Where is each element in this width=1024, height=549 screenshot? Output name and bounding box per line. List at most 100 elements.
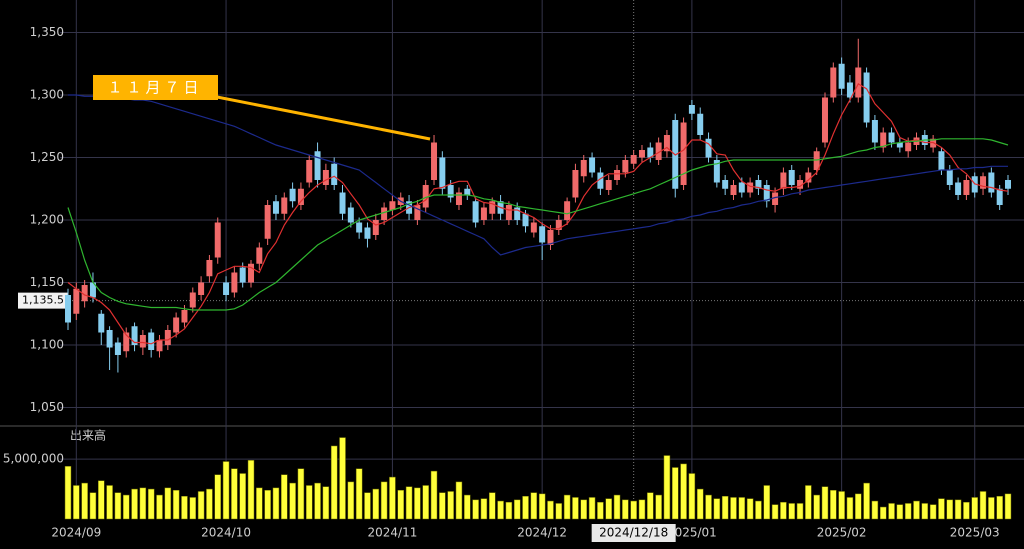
volume-bar <box>705 494 712 520</box>
volume-bar <box>422 485 429 520</box>
candle-body <box>846 82 853 98</box>
candle-body <box>647 147 654 158</box>
candle-body <box>797 180 804 189</box>
candle-body <box>1005 180 1011 189</box>
volume-bar <box>763 485 771 520</box>
candle-body <box>314 151 321 180</box>
candle-body <box>214 222 221 258</box>
candle-body <box>713 160 720 183</box>
candle-body <box>372 220 379 235</box>
volume-bar <box>89 492 97 520</box>
volume-bar <box>98 480 105 520</box>
candle-body <box>946 170 953 185</box>
volume-bar <box>879 506 887 520</box>
volume-bar <box>963 501 970 520</box>
volume-bar <box>73 485 80 520</box>
volume-bar <box>588 497 596 520</box>
candle-body <box>638 150 645 158</box>
candle-body <box>189 292 196 308</box>
volume-bar <box>297 468 305 520</box>
candle-body <box>772 192 779 205</box>
volume-bar <box>289 482 296 520</box>
volume-bar <box>780 501 787 520</box>
candle-body <box>206 260 213 277</box>
candle-body <box>289 188 296 202</box>
candle-body <box>414 205 421 220</box>
volume-bar <box>921 503 929 520</box>
candle-body <box>655 142 662 160</box>
candle-body <box>223 282 230 295</box>
x-tick-label: 2025/01 <box>667 526 717 540</box>
volume-bar <box>572 497 579 520</box>
volume-bar <box>830 490 837 520</box>
volume-bar <box>305 485 313 520</box>
candle-body <box>564 201 571 220</box>
candle-body <box>389 201 396 210</box>
volume-bar <box>688 473 696 520</box>
candle-body <box>605 180 612 190</box>
candle-body <box>306 160 313 183</box>
candle-body <box>65 295 71 323</box>
candle-body <box>522 213 529 227</box>
candle-body <box>663 135 670 152</box>
volume-bar <box>796 503 804 520</box>
volume-bar <box>489 492 496 520</box>
volume-bar <box>497 500 504 520</box>
candle-body <box>572 170 579 198</box>
volume-bar <box>256 487 263 520</box>
candle-body <box>148 332 155 350</box>
volume-bar <box>330 445 338 520</box>
candle-body <box>131 326 138 345</box>
volume-bar <box>896 504 904 520</box>
volume-bar <box>713 498 721 520</box>
volume-bar <box>680 463 687 520</box>
volume-bar <box>197 491 205 520</box>
candle-body <box>863 72 870 123</box>
volume-bar <box>946 499 954 520</box>
candle-body <box>464 188 471 195</box>
candle-body <box>272 201 279 214</box>
cursor-value-label: 1,135.5 <box>22 294 64 307</box>
volume-bar <box>106 485 113 520</box>
candle-body <box>830 67 837 98</box>
volume-bar <box>206 488 213 520</box>
volume-bar <box>505 501 513 520</box>
candle-body <box>381 207 388 220</box>
moving-average <box>67 138 1009 311</box>
x-tick-label: 2024/11 <box>367 526 417 540</box>
candle-body <box>123 332 130 352</box>
volume-bar <box>788 503 795 520</box>
volume-bar <box>821 486 829 520</box>
candle-body <box>963 180 970 195</box>
volume-bar <box>730 497 737 520</box>
candle-body <box>988 172 995 193</box>
candle-body <box>505 205 512 220</box>
candle-body <box>164 330 171 345</box>
annotation-line <box>211 94 431 141</box>
volume-bar <box>522 496 529 520</box>
y-tick-label: 1,300 <box>30 88 64 102</box>
candle-body <box>173 317 180 333</box>
volume-bar <box>938 498 945 520</box>
volume-bar <box>447 491 454 520</box>
candle-body <box>938 151 945 170</box>
candle-body <box>539 226 546 243</box>
volume-bar <box>339 437 346 520</box>
volume-bar <box>672 467 679 520</box>
volume-bar <box>214 474 221 520</box>
candle-body <box>730 185 737 195</box>
volume-bar <box>996 496 1003 520</box>
candle-body <box>880 132 887 148</box>
candle-body <box>813 151 820 170</box>
candle-body <box>297 188 304 205</box>
volume-bar <box>122 494 130 520</box>
volume-bar <box>247 460 255 520</box>
volume-bar <box>929 504 937 520</box>
volume-bar <box>954 499 962 520</box>
candle-body <box>256 247 263 264</box>
candle-body <box>239 267 246 283</box>
candle-body <box>630 155 637 164</box>
volume-bar <box>979 491 987 520</box>
x-tick-label: 2024/09 <box>51 526 101 540</box>
